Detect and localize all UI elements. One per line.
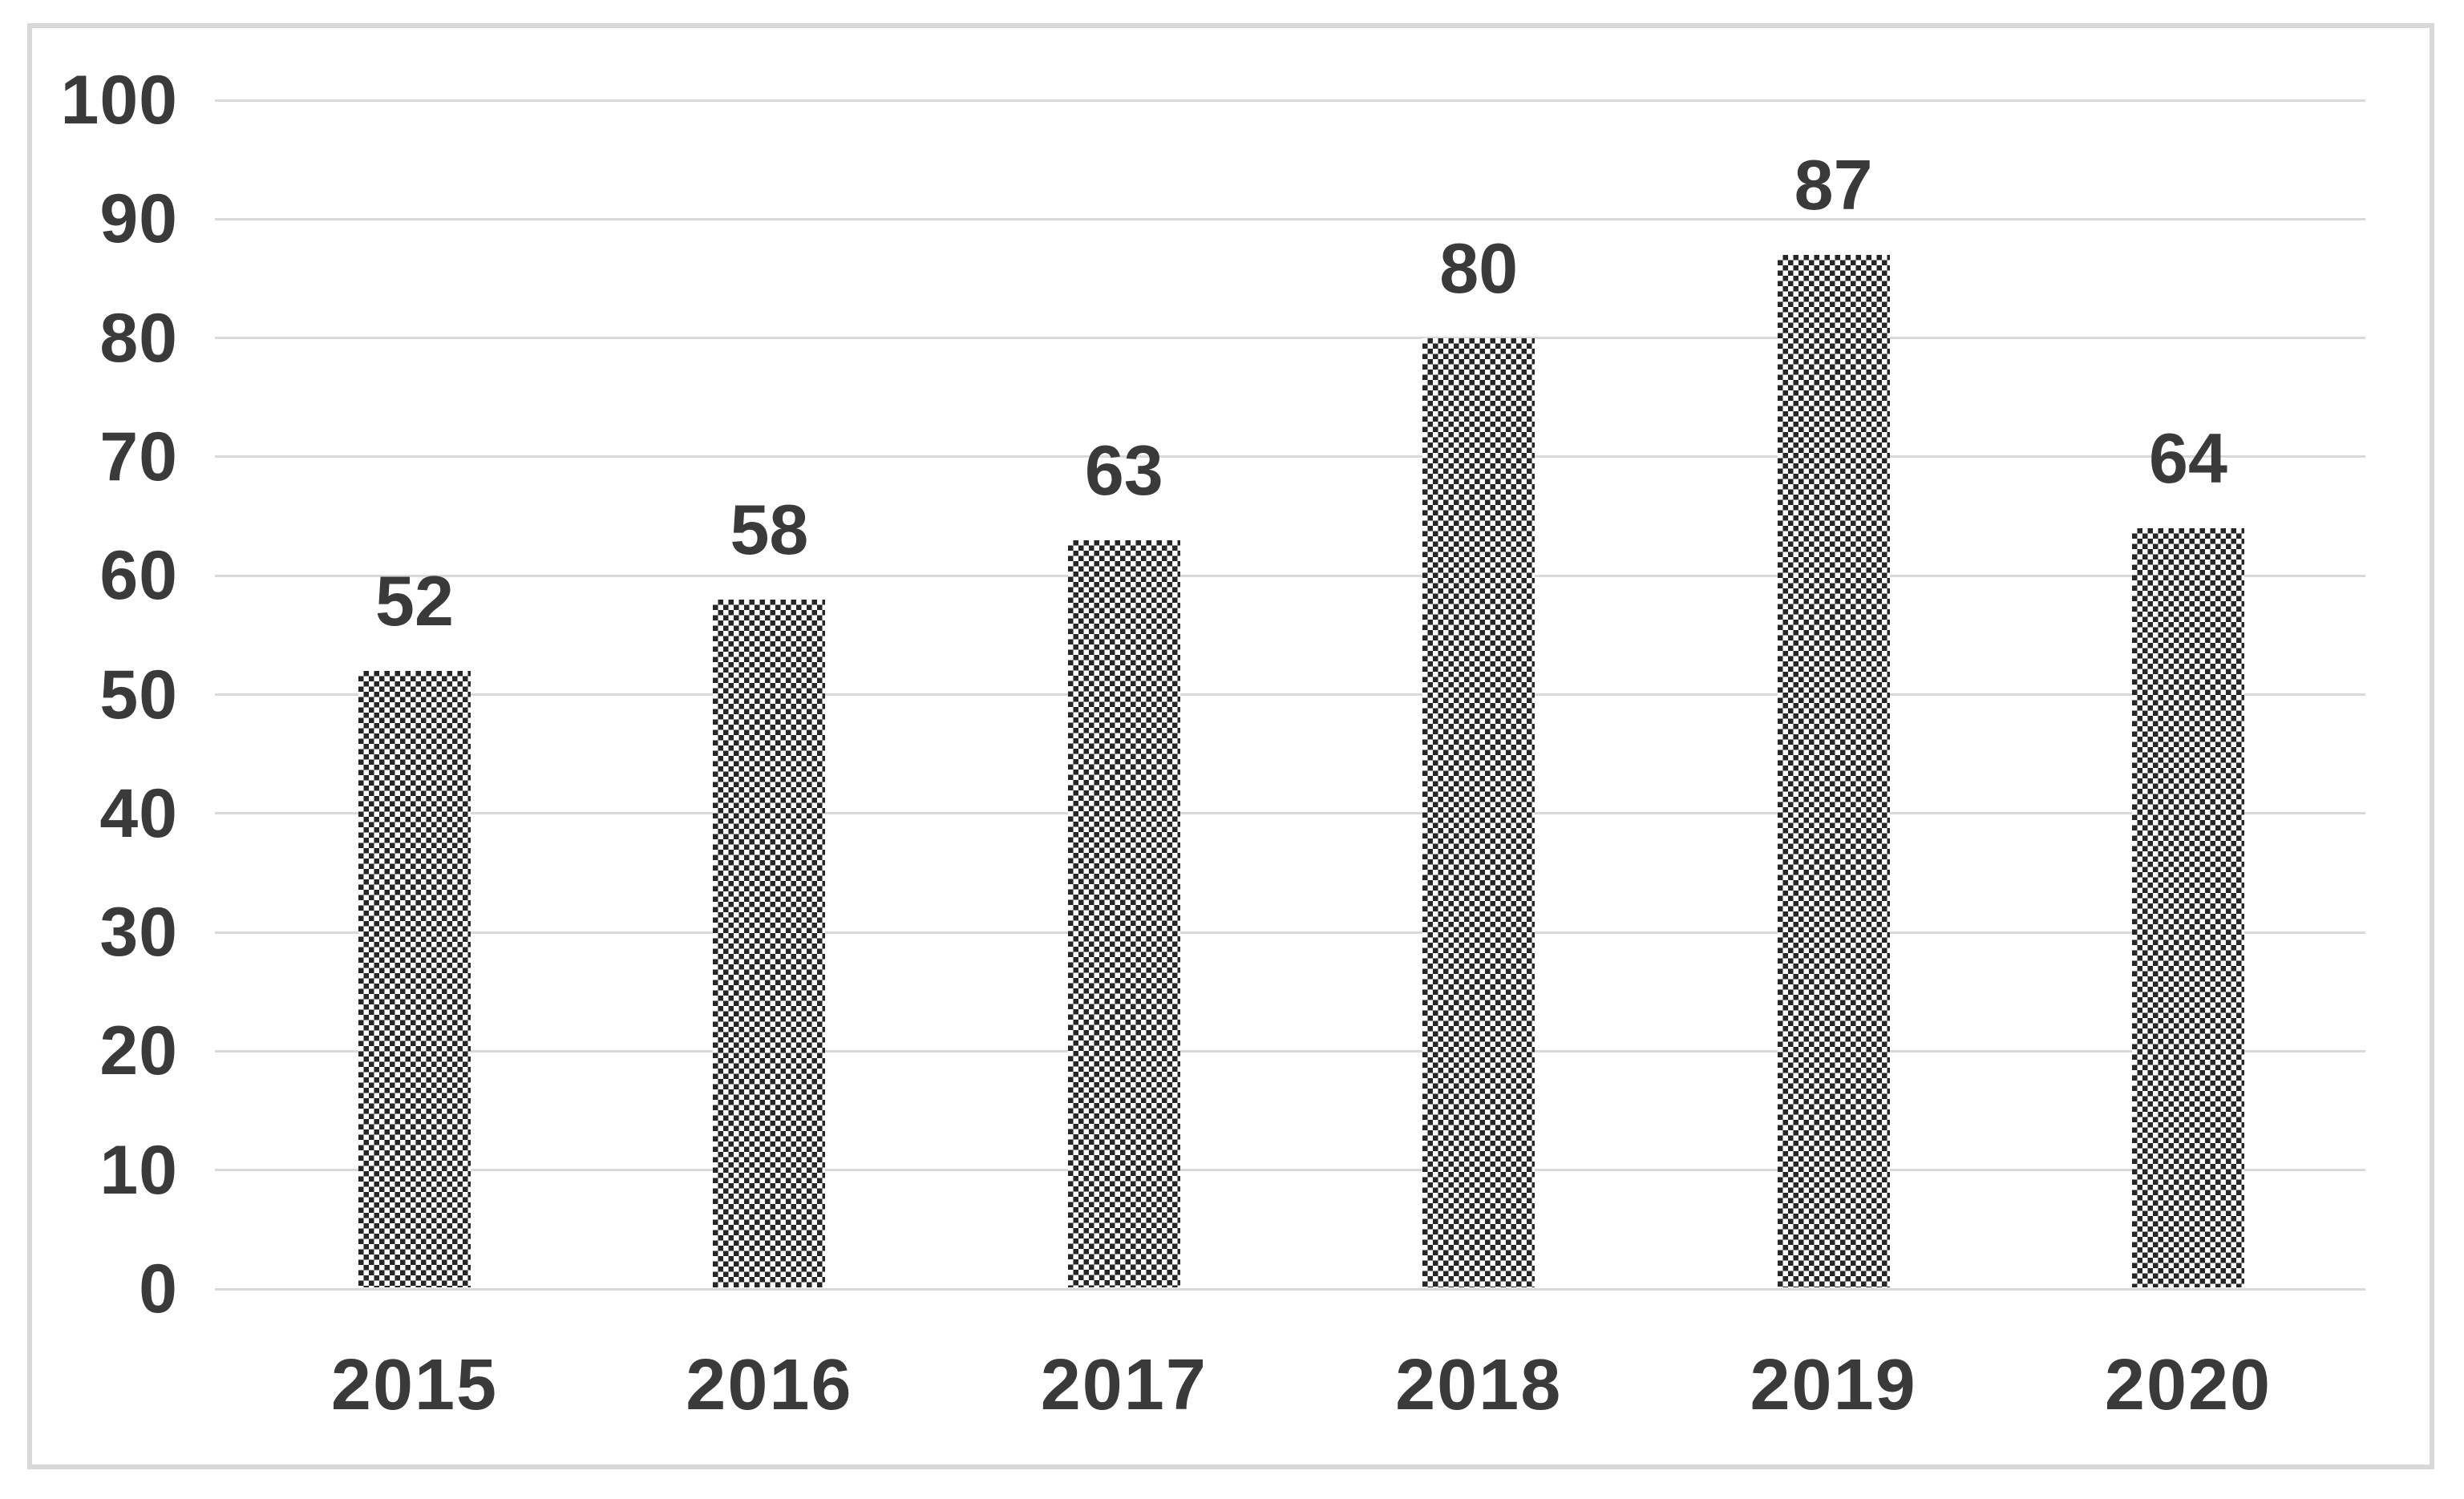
data-label: 52 [375, 560, 454, 640]
data-label: 58 [730, 489, 809, 569]
gridline [215, 1049, 2365, 1053]
x-axis-tick-label: 2016 [686, 1345, 853, 1425]
x-axis-tick-label: 2018 [1395, 1345, 1563, 1425]
gridline [215, 217, 2365, 220]
bar-2017 [1067, 539, 1180, 1287]
bar-2015 [358, 670, 471, 1287]
data-label: 64 [2149, 418, 2227, 498]
y-axis-tick-label: 70 [99, 418, 178, 495]
y-axis-tick-label: 50 [99, 656, 178, 733]
gridline [215, 812, 2365, 815]
y-axis-tick-label: 30 [99, 894, 178, 972]
y-axis-tick-label: 60 [99, 537, 178, 615]
gridline [215, 931, 2365, 934]
y-axis-tick-label: 80 [99, 299, 178, 377]
y-axis-tick-label: 100 [60, 62, 178, 139]
y-axis-tick-label: 90 [99, 180, 178, 258]
y-axis-tick-label: 40 [99, 774, 178, 852]
gridline [215, 99, 2365, 102]
gridline [215, 1287, 2365, 1291]
gridline [215, 1169, 2365, 1172]
gridline [215, 574, 2365, 577]
bar-2020 [2132, 527, 2244, 1287]
gridline [215, 693, 2365, 696]
y-axis-tick-label: 20 [99, 1012, 178, 1090]
x-axis-tick-label: 2015 [330, 1345, 499, 1425]
bar-2016 [713, 599, 826, 1287]
y-axis-tick-label: 0 [139, 1251, 178, 1327]
bar-2018 [1422, 337, 1535, 1287]
gridline [215, 337, 2365, 340]
x-axis-tick-label: 2020 [2104, 1345, 2272, 1425]
x-axis-tick-label: 2019 [1750, 1345, 1917, 1425]
gridline [215, 455, 2365, 459]
data-label: 87 [1794, 144, 1873, 224]
data-label: 80 [1439, 228, 1519, 308]
data-label: 63 [1084, 430, 1163, 510]
x-axis-tick-label: 2017 [1040, 1345, 1208, 1425]
bar-2019 [1777, 254, 1890, 1287]
y-axis-tick-label: 10 [99, 1131, 178, 1209]
